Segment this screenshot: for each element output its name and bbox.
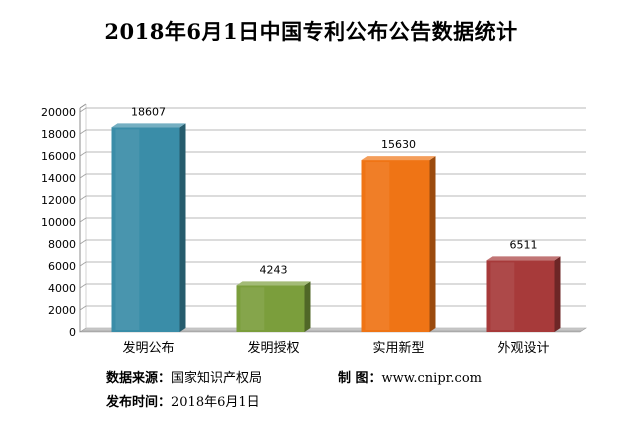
data-label: 4243 [260,263,288,276]
bar: 15630 [362,138,436,332]
y-tick-label: 12000 [41,194,76,207]
gridline-side [80,196,86,200]
source-label: 数据来源： [106,371,171,386]
bar-highlight [241,287,265,330]
bar-top [362,156,436,160]
bar-highlight [366,162,390,330]
source-line: 数据来源：国家知识产权局 [106,367,262,386]
y-tick-label: 4000 [48,282,76,295]
x-category-label: 发明授权 [247,340,299,356]
y-tick-label: 8000 [48,238,76,251]
x-category-label: 实用新型 [372,340,424,356]
y-tick-label: 20000 [41,106,76,119]
gridline-side [80,108,86,112]
y-tick-label: 14000 [41,172,76,185]
data-label: 6511 [510,238,538,251]
gridline-side [80,218,86,222]
bar-side [305,281,311,332]
bar-top [237,281,311,285]
x-category-label: 发明公布 [122,340,174,356]
y-tick-label: 10000 [41,216,76,229]
gridline-side [80,240,86,244]
date-line: 发布时间：2018年6月1日 [106,391,260,410]
data-label: 15630 [381,138,416,151]
maker-value: www.cnipr.com [382,371,482,386]
bar-highlight [491,262,515,330]
gridline-side [80,130,86,134]
gridline-side [80,306,86,310]
x-category-label: 外观设计 [497,341,549,356]
gridline-side [80,284,86,288]
gridline-side [80,262,86,266]
y-tick-label: 16000 [41,150,76,163]
x-axis: 发明公布 发明授权 实用新型 外观设计 [122,340,549,356]
bar-top [112,123,186,127]
bar: 18607 [112,105,186,332]
gridline-side [80,152,86,156]
gridline-side [80,174,86,178]
data-label: 18607 [131,105,166,118]
y-tick-label: 2000 [48,304,76,317]
bar-side [180,123,186,332]
y-tick-label: 6000 [48,260,76,273]
y-tick-label: 0 [69,326,76,339]
bar-side [555,256,561,332]
maker-line: 制 图：www.cnipr.com [338,367,482,386]
date-label: 发布时间： [106,395,171,410]
y-tick-label: 18000 [41,128,76,141]
bar-top [487,256,561,260]
date-value: 2018年6月1日 [171,395,260,410]
y-axis: 0 2000 4000 6000 8000 10000 12000 14000 16000 180… [41,106,76,339]
bar-highlight [116,129,140,330]
maker-label: 制 图： [338,371,382,386]
bar-side [430,156,436,332]
source-value: 国家知识产权局 [171,371,262,386]
y-axis-top-edge [80,104,86,108]
